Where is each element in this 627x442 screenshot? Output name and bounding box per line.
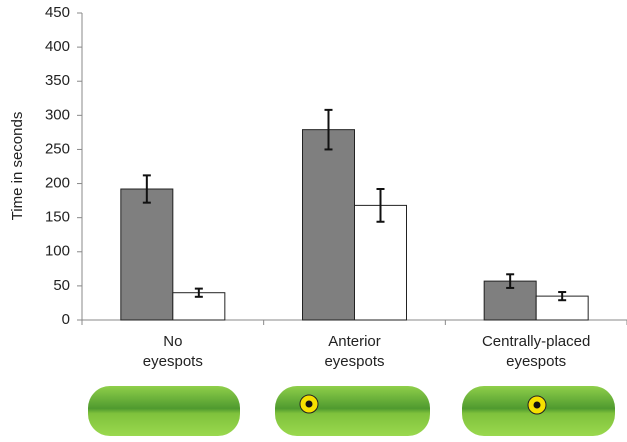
y-tick-label: 200 (45, 175, 70, 192)
y-tick-label: 100 (45, 243, 70, 260)
eyespot-center (306, 401, 313, 408)
y-tick-label: 300 (45, 106, 70, 123)
y-tick-label: 450 (45, 4, 70, 21)
y-tick-label: 150 (45, 209, 70, 226)
worm (88, 386, 240, 436)
y-tick-label: 400 (45, 38, 70, 55)
eyespot-center (534, 402, 541, 409)
bar (303, 130, 355, 320)
y-tick-label: 0 (62, 311, 70, 328)
y-tick-label: 350 (45, 72, 70, 89)
y-tick-label: 250 (45, 140, 70, 157)
bar (121, 189, 173, 320)
y-tick-label: 50 (53, 277, 70, 294)
worm-illustrations (88, 386, 615, 436)
x-tick-label: No eyespots (88, 332, 258, 372)
worm (275, 386, 430, 436)
x-tick-label: Centrally-placed eyespots (451, 332, 621, 372)
chart: Time in seconds 0 50 100 150 200 250 300 350 400… (0, 0, 627, 442)
figure: Time in seconds 0 50 100 150 200 250 300 350 400… (0, 0, 627, 442)
y-axis-label: Time in seconds (9, 112, 26, 221)
x-tick-label: Anterior eyespots (270, 332, 440, 372)
